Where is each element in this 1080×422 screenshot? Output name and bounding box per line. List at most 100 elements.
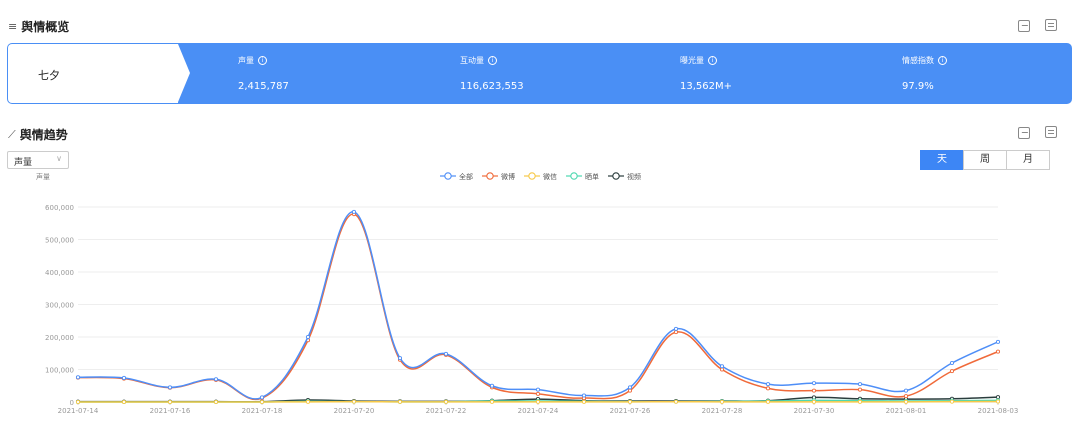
metric-select-value: 声量: [14, 158, 33, 168]
y-tick-label: 100,000: [45, 367, 74, 375]
legend-swatch-marker: [528, 172, 536, 180]
image-export-icon[interactable]: [1018, 127, 1030, 139]
legend-label: 全部: [459, 172, 473, 181]
x-tick-label: 2021-07-16: [150, 407, 191, 415]
data-point: [305, 334, 311, 340]
metric-label: 情感指数: [902, 56, 934, 65]
data-point: [995, 339, 1001, 344]
overview-title-text: 舆情概览: [21, 20, 70, 34]
data-point: [719, 367, 725, 372]
list-icon: ≡: [8, 20, 18, 33]
data-point: [121, 375, 127, 381]
metric-value: 116,623,553: [460, 81, 524, 92]
data-point: [903, 394, 909, 399]
data-point: [167, 399, 173, 405]
data-point: [535, 391, 541, 396]
data-point: [811, 381, 817, 386]
metric-label: 互动量: [460, 56, 484, 65]
data-point: [535, 399, 541, 404]
legend-label: 晒单: [585, 172, 599, 181]
document-export-icon[interactable]: [1045, 126, 1057, 138]
data-point: [811, 388, 817, 393]
metric-label: 声量: [238, 56, 254, 65]
legend-label: 视频: [627, 172, 641, 181]
data-point: [443, 399, 449, 404]
data-point: [581, 393, 587, 398]
data-point: [857, 387, 863, 392]
metric-exposure: 曝光量 i 13,562M+: [680, 55, 732, 92]
metric-interaction: 互动量 i 116,623,553: [460, 55, 524, 92]
metric-value: 2,415,787: [238, 81, 289, 92]
info-icon[interactable]: i: [258, 56, 267, 65]
data-point: [627, 399, 633, 404]
data-point: [489, 399, 495, 404]
metric-value: 97.9%: [902, 81, 934, 92]
data-point: [719, 399, 725, 404]
legend-swatch-marker: [486, 172, 494, 180]
data-point: [397, 356, 403, 361]
legend-swatch-marker: [612, 172, 620, 180]
y-tick-label: 600,000: [45, 204, 74, 212]
data-point: [351, 209, 357, 214]
toggle-month[interactable]: 月: [1006, 150, 1050, 170]
info-icon[interactable]: i: [938, 56, 947, 65]
series-line-全部: [77, 211, 999, 400]
x-tick-label: 2021-07-22: [426, 407, 467, 415]
data-point: [811, 399, 817, 404]
data-point: [397, 399, 403, 404]
metric-value: 13,562M+: [680, 81, 732, 92]
data-point: [995, 395, 1001, 400]
data-point: [765, 382, 771, 387]
info-icon[interactable]: i: [708, 56, 717, 65]
data-point: [765, 386, 771, 391]
metric-sentiment: 情感指数 i 97.9%: [902, 55, 947, 92]
y-tick-label: 200,000: [45, 334, 74, 342]
data-point: [719, 364, 725, 369]
data-point: [305, 399, 311, 404]
topic-card: 七夕: [8, 44, 190, 103]
x-tick-label: 2021-08-01: [886, 407, 927, 415]
data-point: [857, 382, 863, 387]
x-tick-label: 2021-07-26: [610, 407, 651, 415]
data-point: [259, 395, 265, 400]
overview-panel: 七夕 声量 i 2,415,787 互动量 i 116,623,553 曝光量 i 1…: [7, 43, 1072, 104]
granularity-toggle: 天 周 月: [920, 150, 1050, 170]
data-point: [949, 399, 955, 404]
metric-volume: 声量 i 2,415,787: [238, 55, 289, 92]
data-point: [75, 399, 81, 405]
x-tick-label: 2021-07-14: [58, 407, 99, 415]
data-point: [581, 399, 587, 404]
data-point: [213, 399, 219, 405]
x-tick-label: 2021-08-03: [978, 407, 1019, 415]
x-tick-label: 2021-07-30: [794, 407, 835, 415]
topic-name: 七夕: [38, 69, 60, 82]
data-point: [673, 399, 679, 404]
y-tick-label: 500,000: [45, 237, 74, 245]
data-point: [121, 399, 127, 405]
series-line-微博: [77, 213, 999, 401]
data-point: [673, 326, 679, 331]
image-export-icon[interactable]: [1018, 20, 1030, 32]
info-icon[interactable]: i: [488, 56, 497, 65]
data-point: [443, 351, 449, 356]
y-tick-label: 0: [70, 399, 74, 407]
y-axis-label: 声量: [36, 173, 50, 181]
y-tick-label: 300,000: [45, 302, 74, 310]
legend-swatch-marker: [444, 172, 452, 180]
data-point: [259, 399, 265, 405]
data-point: [627, 385, 633, 390]
metric-select[interactable]: 声量 ∨: [7, 151, 69, 169]
trend-title-text: 舆情趋势: [19, 128, 68, 142]
data-point: [673, 330, 679, 335]
data-point: [857, 399, 863, 404]
document-export-icon[interactable]: [1045, 19, 1057, 31]
legend-swatch-marker: [570, 172, 578, 180]
data-point: [213, 377, 219, 382]
data-point: [903, 388, 909, 393]
data-point: [765, 399, 771, 404]
data-point: [489, 383, 495, 388]
toggle-day[interactable]: 天: [920, 150, 964, 170]
data-point: [949, 369, 955, 374]
x-tick-label: 2021-07-20: [334, 407, 375, 415]
